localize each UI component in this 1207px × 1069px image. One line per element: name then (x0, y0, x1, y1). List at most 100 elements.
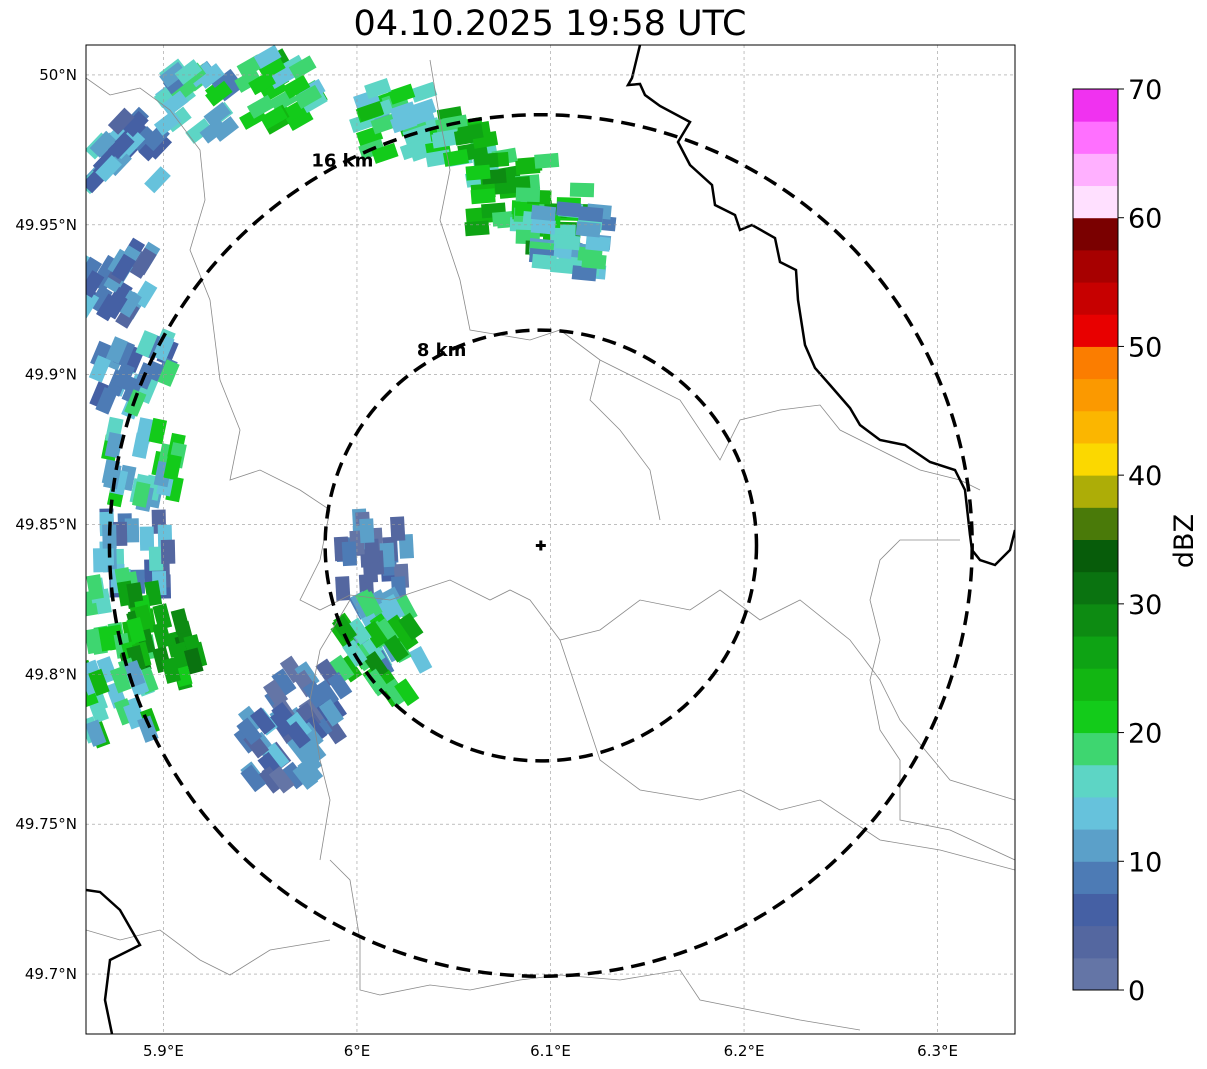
echo-bin (470, 188, 496, 205)
echo-bin (86, 719, 107, 747)
echo-bin (104, 431, 124, 459)
echo-bin (578, 206, 604, 223)
echo-bin (144, 166, 171, 194)
echo-bin (282, 74, 311, 99)
echo-bin (107, 132, 135, 160)
echo-bin (409, 98, 437, 120)
echo-bin (131, 481, 151, 508)
echo-bin (86, 270, 105, 298)
echo-bin (258, 766, 285, 794)
admin-border (869, 539, 1015, 861)
echo-bin (203, 101, 232, 128)
echo-bin (89, 130, 117, 158)
echo-bin (473, 152, 499, 169)
x-tick-label: 6°E (344, 1042, 371, 1060)
lat-lon-grid (86, 45, 1015, 1034)
echo-bin (185, 118, 213, 144)
echo-bin (585, 235, 611, 252)
echo-bin (263, 679, 289, 708)
y-tick-label: 49.9°N (25, 366, 77, 384)
admin-border (589, 359, 661, 521)
echo-bin (253, 45, 282, 69)
echo-cell (86, 656, 160, 749)
echo-bin (152, 621, 172, 649)
echo-cell (233, 701, 328, 794)
echo-cell (234, 45, 328, 135)
echo-bin (95, 155, 122, 183)
echo-bin (88, 668, 110, 697)
echo-bin (95, 387, 118, 415)
echo-bin (170, 608, 191, 635)
echo-bin (371, 142, 399, 164)
echo-bin (363, 620, 389, 649)
echo-bin (285, 721, 311, 749)
echo-bin (148, 417, 168, 445)
echo-bin (581, 253, 607, 270)
echo-bin (96, 293, 121, 322)
echo-bin (236, 717, 263, 746)
echo-bin (288, 55, 317, 80)
echo-cell (333, 508, 415, 601)
echo-bin (126, 617, 146, 644)
echo-bin (398, 612, 424, 641)
echo-bin (556, 201, 582, 218)
echo-bin (249, 707, 276, 735)
echo-bin (111, 253, 136, 282)
echo-bin (161, 657, 181, 684)
echo-bin (211, 116, 240, 142)
echo-bin (571, 265, 597, 282)
echo-bin (393, 622, 419, 651)
echo-bin (281, 761, 308, 790)
echo-bin (364, 77, 392, 99)
echo-bin (86, 256, 103, 285)
echo-bin (465, 164, 491, 181)
echo-cell (329, 612, 424, 708)
echo-bin (356, 100, 385, 122)
echo-bin (183, 647, 204, 675)
echo-bin (132, 247, 157, 276)
echo-bin (117, 289, 142, 318)
x-tick-label: 5.9°E (143, 1042, 184, 1060)
echo-bin (318, 698, 344, 727)
echo-bin (246, 94, 275, 119)
echo-bin (388, 83, 416, 105)
echo-bin (555, 234, 581, 251)
echo-bin (135, 330, 158, 358)
echo-bin (268, 766, 295, 794)
echo-bin (240, 764, 267, 793)
admin-border (329, 859, 861, 1031)
echo-bin (263, 742, 290, 771)
echo-bin (139, 526, 155, 551)
echo-bin (457, 123, 484, 142)
y-tick-label: 49.8°N (25, 665, 77, 683)
echo-bin (575, 221, 601, 238)
admin-border (429, 59, 981, 491)
national-border (86, 888, 142, 1034)
echo-bin (88, 285, 113, 313)
admin-border (309, 599, 351, 861)
echo-bin (515, 187, 541, 203)
echo-bin (107, 107, 135, 135)
echo-bin (530, 218, 556, 235)
echo-bin (363, 650, 389, 679)
echo-bin (321, 716, 347, 745)
echo-bin (464, 220, 490, 237)
echo-bin (197, 63, 225, 89)
echo-bin (550, 257, 576, 275)
echo-cell (119, 603, 208, 691)
x-tick-label: 6.2°E (724, 1042, 765, 1060)
echo-bin (271, 668, 297, 697)
echo-bin (370, 113, 398, 135)
echo-bin (390, 516, 406, 542)
echo-bin (341, 541, 358, 567)
national-border (625, 45, 1015, 567)
admin-border (86, 77, 1015, 801)
echo-bin (88, 355, 112, 383)
echo-bin (296, 746, 323, 774)
echo-bin (86, 290, 100, 319)
echo-bin (346, 617, 372, 646)
echo-bin (86, 574, 104, 601)
echo-bin (157, 359, 180, 387)
echo-bin (102, 524, 117, 549)
